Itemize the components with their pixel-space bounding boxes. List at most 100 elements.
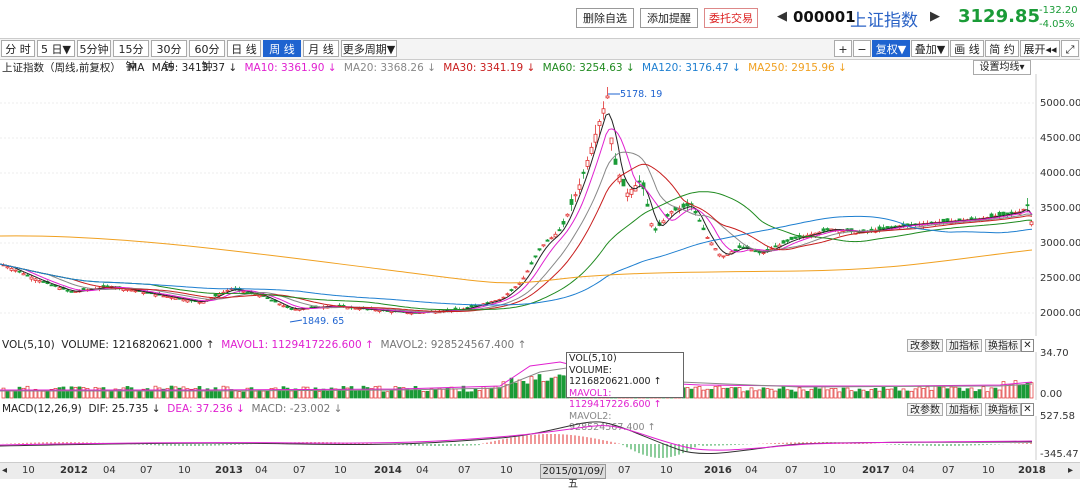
volume-bar [309,390,314,399]
volume-bar [705,388,710,399]
macd-value: MACD: -23.002 ↓ [251,403,343,415]
tab-5day[interactable]: 5 日▼ [37,40,75,57]
delete-watchlist-button[interactable]: 删除自选 [576,8,634,28]
tab-daily[interactable]: 日 线 [227,40,261,57]
volume-bar [337,389,342,399]
volume-bar [853,391,858,399]
tab-5min[interactable]: 5分钟 [77,40,111,57]
volume-bar [317,391,322,399]
volume-bar [945,388,950,399]
volume-bar [557,374,562,399]
macd-params-button[interactable]: 改参数 [907,403,943,416]
volume-bar [817,388,822,399]
add-alert-button[interactable]: 添加提醒 [640,8,698,28]
candle-body [5,266,10,269]
simple-mode-button[interactable]: 简 约 [985,40,1019,57]
volume-chart[interactable] [0,352,1080,400]
macd-close-icon[interactable]: ✕ [1021,403,1034,416]
volume-bar [793,391,798,399]
tab-weekly[interactable]: 周 线 [263,40,301,57]
volume-bar [185,388,190,399]
volume-bar [509,377,514,399]
xaxis-label: 2014 [374,465,402,476]
expand-button[interactable]: 展开◂◂ [1020,40,1060,57]
candle-body [217,293,222,297]
xaxis-label: 07 [458,465,471,476]
scroll-right-icon[interactable]: ▸ [1068,465,1074,476]
candle-body [581,171,586,174]
next-stock-icon[interactable]: ▶ [930,9,940,24]
vol-yaxis-bottom: 0.00 [1040,389,1063,400]
vol-add-indicator-button[interactable]: 加指标 [946,339,982,352]
tab-more-periods[interactable]: 更多周期▼ [341,40,397,57]
volume-bar [9,390,14,399]
price-chart[interactable] [0,74,1080,336]
xaxis-label: 10 [178,465,191,476]
volume-bar [917,386,922,399]
draw-line-button[interactable]: 画 线 [950,40,984,57]
volume-bar [841,387,846,399]
volume-bar [533,379,538,399]
tab-15min[interactable]: 15分钟 [113,40,149,73]
volume-bar [1013,380,1018,399]
volume-bar [301,386,306,399]
volume-bar [17,386,22,399]
volume-bar [693,386,698,399]
candle-body [169,296,174,299]
volume-bar [949,386,954,399]
top-bar: 删除自选 添加提醒 委托交易 ◀ 000001 上证指数 ▶ 3129.85 -… [0,0,1080,36]
volume-bar [549,377,554,399]
fullscreen-icon[interactable]: ⤢ [1061,40,1079,57]
volume-bar [473,388,478,399]
trade-button[interactable]: 委托交易 [704,8,758,28]
volume-bar [65,391,70,399]
macd-chart[interactable] [0,416,1080,460]
volume-bar [805,391,810,399]
candle-body [717,253,722,257]
volume-bar [713,386,718,399]
macd-switch-indicator-button[interactable]: 换指标 [985,403,1021,416]
vol-params-button[interactable]: 改参数 [907,339,943,352]
candle-body [625,192,630,198]
vol-close-icon[interactable]: ✕ [1021,339,1034,352]
volume-bar [757,389,762,399]
zoom-out-button[interactable]: − [853,40,871,57]
volume-bar [233,389,238,399]
overlay-dropdown[interactable]: 叠加▼ [911,40,949,57]
tab-60min[interactable]: 60分钟 [189,40,225,73]
volume-bar [485,388,490,399]
volume-bar [561,375,566,399]
volume-bar [225,386,230,399]
price-change: -132.20 [1039,5,1078,16]
volume-bar [425,390,430,399]
xaxis-label: 07 [293,465,306,476]
volume-bar [965,388,970,399]
tab-intraday[interactable]: 分 时 [1,40,35,57]
candle-body [185,299,190,303]
zoom-in-button[interactable]: + [834,40,852,57]
candle-body [533,255,538,258]
candle-body [553,233,558,238]
volume-bar [773,390,778,399]
macd-add-indicator-button[interactable]: 加指标 [946,403,982,416]
ma-settings-button[interactable]: 设置均线▾ [973,60,1031,75]
scroll-left-icon[interactable]: ◂ [2,465,8,476]
vol-switch-indicator-button[interactable]: 换指标 [985,339,1021,352]
adjust-dropdown[interactable]: 复权▼ [872,40,910,57]
volume-bar [849,390,854,399]
candle-body [577,184,582,190]
candle-body [821,228,826,232]
candle-body [785,239,790,242]
volume-bar [1009,384,1014,399]
tab-30min[interactable]: 30分钟 [151,40,187,73]
prev-stock-icon[interactable]: ◀ [777,9,787,24]
tab-monthly[interactable]: 月 线 [303,40,339,57]
volume-bar [269,388,274,399]
volume-bar [165,388,170,399]
volume-bar [465,391,470,399]
candle-body [225,289,230,292]
volume-bar [753,390,758,399]
volume-bar [957,387,962,399]
volume-bar [909,390,914,399]
volume-bar [937,386,942,399]
